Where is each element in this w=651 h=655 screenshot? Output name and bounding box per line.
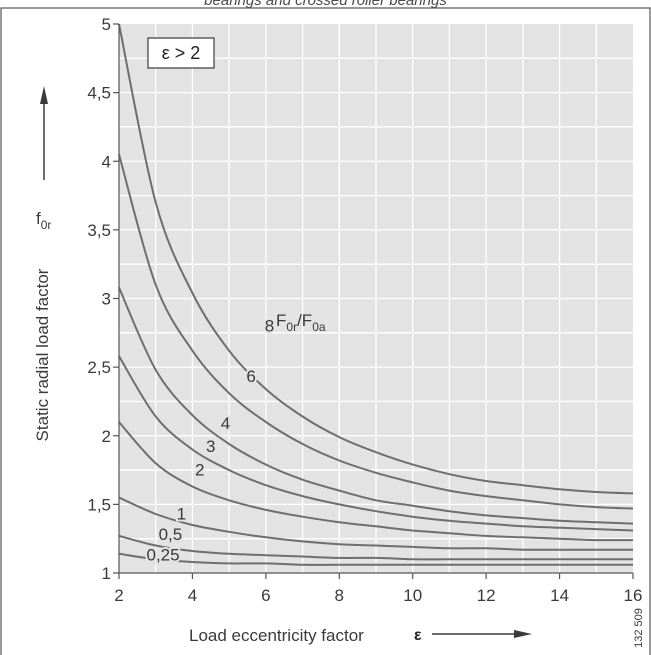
y-tick-label: 1,5	[87, 495, 111, 514]
x-tick-label: 2	[114, 586, 123, 605]
x-axis-symbol: ε	[414, 627, 422, 644]
curve-0-25	[118, 552, 633, 566]
y-tick-label: 2	[102, 427, 111, 446]
top-caption: bearings and crossed roller bearings	[204, 0, 447, 9]
x-tick-label: 8	[335, 586, 344, 605]
x-tick-label: 4	[188, 586, 197, 605]
y-tick-label: 3,5	[87, 221, 111, 240]
curve-parameter-label: F0r/F0a	[276, 311, 326, 334]
x-tick-label: 10	[403, 586, 422, 605]
curve-label: 6	[246, 367, 255, 386]
y-tick-label: 4	[102, 152, 111, 171]
x-tick-label: 12	[477, 586, 496, 605]
curve-label: 3	[206, 437, 215, 456]
y-tick-label: 3	[102, 290, 111, 309]
curve-8	[118, 23, 634, 495]
curve-6	[118, 154, 634, 510]
x-tick-label: 14	[550, 586, 569, 605]
figure-frame	[0, 7, 651, 655]
x-tick-labels: 2 4 6 8 10 12 14 16	[114, 573, 642, 605]
curve-1	[118, 496, 633, 551]
x-tick-label: 6	[261, 586, 270, 605]
figure-number: 132 509	[633, 608, 645, 648]
x-axis-arrow	[432, 630, 532, 638]
y-tick-label: 4,5	[87, 84, 111, 103]
condition-text: ε > 2	[162, 43, 201, 63]
y-tick-label: 5	[102, 15, 111, 34]
curve-3	[118, 355, 634, 532]
y-axis-symbol: f0r	[36, 209, 51, 232]
grid-lines	[119, 24, 633, 573]
curve-label: 0,25	[147, 546, 180, 565]
y-axis-label: Static radial load factor	[33, 268, 52, 441]
condition-box: ε > 2	[147, 37, 215, 69]
curve-label: 8	[265, 316, 274, 335]
curve-label: 0,5	[159, 525, 183, 544]
x-axis-label: Load eccentricity factor	[189, 626, 364, 645]
curve-2	[118, 421, 634, 542]
y-tick-labels: 1 1,5 2 2,5 3 3,5 4 4,5 5	[87, 15, 119, 583]
curve-4	[118, 287, 634, 525]
curve-labels: 8 6 432 1 0,5 0,25	[145, 314, 277, 566]
curve-label: 1	[177, 504, 186, 523]
y-axis-arrow	[40, 86, 48, 180]
y-tick-label: 1	[102, 564, 111, 583]
curve-label: 2	[195, 461, 204, 480]
curves	[118, 23, 634, 566]
y-tick-label: 2,5	[87, 358, 111, 377]
curve-0-5	[118, 534, 633, 561]
x-tick-label: 16	[624, 586, 643, 605]
curve-label: 4	[221, 414, 230, 433]
